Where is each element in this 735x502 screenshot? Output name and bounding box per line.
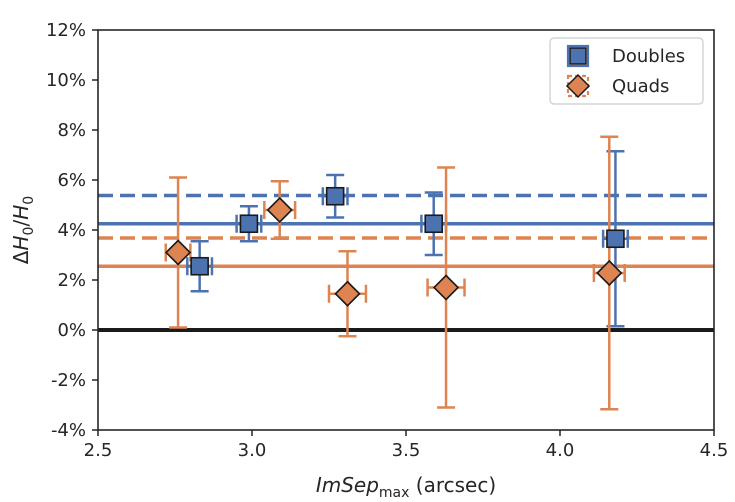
x-tick-label: 3.5 — [392, 440, 421, 461]
points-layer — [164, 135, 630, 411]
doubles-point — [424, 214, 444, 234]
doubles-point — [190, 256, 209, 276]
x-tick-label: 4.5 — [700, 440, 729, 461]
plot-frame — [97, 29, 715, 431]
y-tick-label: 4% — [57, 220, 86, 241]
quads-point — [334, 280, 361, 307]
x-tick-label: 3.0 — [238, 440, 267, 461]
doubles-point — [239, 214, 259, 234]
ticks-layer: 2.5 3.0 3.5 4.0 4.5 -4% -2% 0% 2% 4% 6% 8% 10% 12% — [46, 20, 728, 461]
legend: Doubles Quads — [549, 37, 704, 105]
y-tick-label: -4% — [51, 420, 86, 441]
y-tick-label: 12% — [46, 20, 86, 41]
y-tick-label: 6% — [57, 170, 86, 191]
quads-point — [432, 274, 460, 301]
y-tick-label: 8% — [57, 120, 86, 141]
y-tick-label: 2% — [57, 270, 86, 291]
quads-point — [164, 239, 192, 266]
x-tick-label: 4.0 — [546, 440, 575, 461]
quads-point — [266, 196, 293, 224]
legend-doubles-marker — [569, 47, 587, 65]
doubles-point — [606, 229, 625, 249]
y-axis-title: ΔH0/H0 — [9, 196, 37, 264]
y-tick-label: -2% — [51, 370, 86, 391]
legend-quads-label: Quads — [612, 76, 669, 97]
legend-doubles-errorbar-icon — [566, 44, 590, 68]
doubles-point — [325, 186, 345, 206]
axis-labels-layer: ImSepmax (arcsec) ΔH0/H0 — [9, 196, 496, 501]
quads-point — [596, 259, 623, 287]
y-tick-label: 0% — [57, 320, 86, 341]
y-tick-label: 10% — [46, 70, 86, 91]
legend-doubles-label: Doubles — [612, 46, 685, 67]
x-tick-label: 2.5 — [84, 440, 113, 461]
x-axis-title: ImSepmax (arcsec) — [316, 473, 496, 501]
legend-quads-marker — [565, 73, 591, 99]
